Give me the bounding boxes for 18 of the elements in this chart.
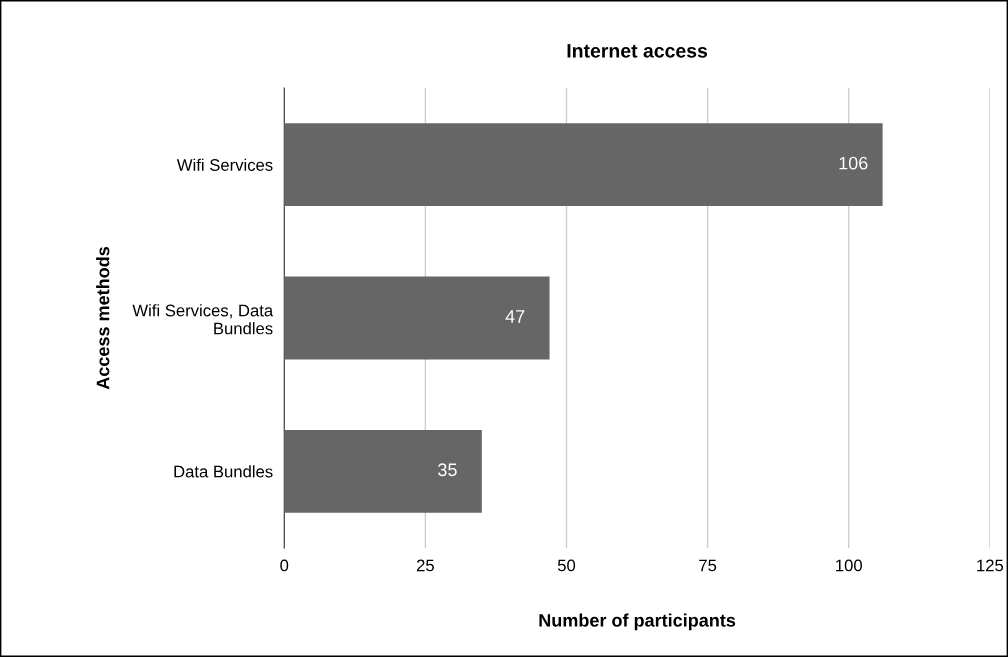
data-label: 35 — [438, 463, 457, 477]
x-tick-label: 75 — [699, 559, 717, 572]
y-tick-label: Data Bundles — [174, 465, 273, 478]
x-axis-title: Number of participants — [539, 613, 736, 631]
y-axis-title: Access methods — [96, 246, 110, 390]
chart-title: Internet access — [567, 44, 708, 58]
y-tick-label: Wifi Services — [176, 158, 273, 171]
data-label: 106 — [839, 156, 868, 170]
bar — [284, 123, 883, 207]
data-label: 47 — [505, 310, 525, 323]
bar — [284, 429, 482, 513]
x-tick-label: 125 — [977, 559, 1004, 572]
x-tick-label: 50 — [557, 559, 576, 572]
bar — [284, 276, 550, 360]
x-tick-label: 100 — [836, 559, 862, 572]
x-tick-label: 0 — [280, 559, 289, 572]
y-tick-label: Wifi Services, Data Bundles — [132, 304, 274, 335]
x-tick-label: 25 — [416, 559, 434, 572]
